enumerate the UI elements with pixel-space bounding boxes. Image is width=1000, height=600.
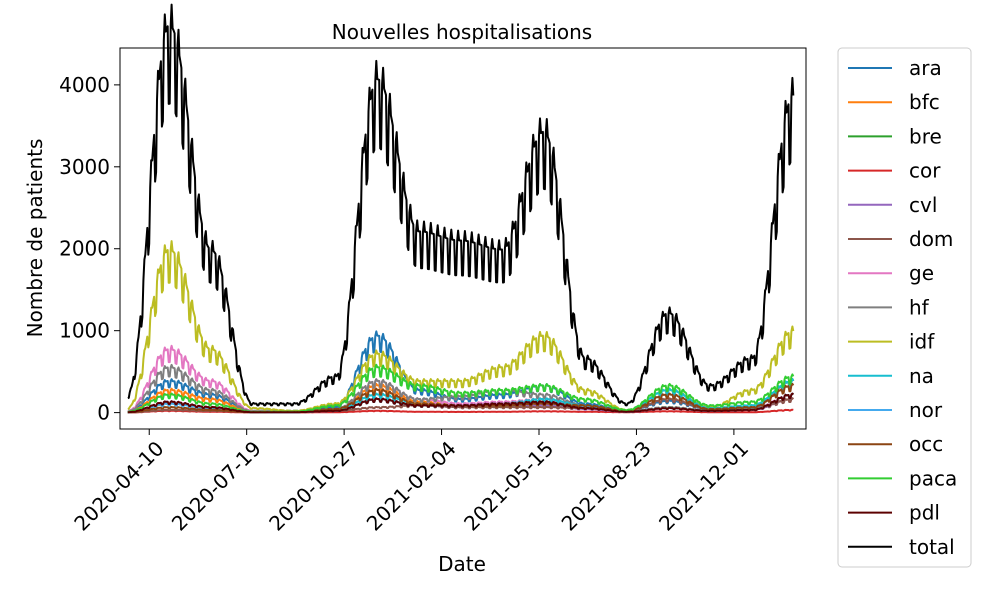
y-axis-label: Nombre de patients (23, 139, 47, 338)
y-tick-label: 1000 (59, 319, 110, 343)
x-tick-label: 2021-02-04 (362, 436, 461, 535)
legend-label-dom: dom (909, 227, 953, 251)
legend-label-cor: cor (909, 159, 941, 183)
x-tick-label: 2021-05-15 (459, 436, 558, 535)
x-tick-label: 2021-12-01 (654, 436, 753, 535)
y-tick-label: 3000 (59, 155, 110, 179)
y-tick-label: 4000 (59, 73, 110, 97)
x-tick-label: 2020-07-19 (167, 436, 266, 535)
legend-box (837, 47, 972, 568)
series-line-total (127, 3, 795, 407)
legend-label-bfc: bfc (909, 90, 940, 114)
x-tick-label: 2020-04-10 (69, 436, 168, 535)
y-tick-label: 0 (97, 401, 110, 425)
y-tick-label: 2000 (59, 237, 110, 261)
legend-label-na: na (909, 364, 934, 388)
legend-label-ara: ara (909, 56, 942, 80)
series-line-pdl (127, 392, 795, 414)
legend-label-idf: idf (909, 330, 935, 354)
series-line-paca (127, 363, 795, 413)
legend-label-nor: nor (909, 398, 943, 422)
legend-label-occ: occ (909, 432, 943, 456)
plot-frame (119, 47, 807, 430)
series-line-idf (127, 240, 795, 413)
plot-area (127, 3, 795, 414)
legend-label-hf: hf (909, 295, 930, 319)
legend-label-ge: ge (909, 261, 934, 285)
legend-label-paca: paca (909, 466, 957, 490)
x-tick-label: 2020-10-27 (264, 436, 363, 535)
legend: ara bfc bre cor cvl dom ge hf idf na nor occ paca pdl… (837, 47, 972, 568)
legend-label-pdl: pdl (909, 501, 940, 525)
chart-title: Nouvelles hospitalisations (332, 20, 592, 44)
x-tick-label: 2021-08-23 (557, 436, 656, 535)
legend-label-bre: bre (909, 124, 942, 148)
y-axis: 0 1000 2000 3000 4000 (59, 73, 120, 425)
legend-label-cvl: cvl (909, 193, 937, 217)
legend-label-total: total (909, 535, 955, 559)
x-axis-label: Date (438, 552, 486, 576)
x-axis: 2020-04-102020-07-192020-10-272021-02-04… (69, 429, 753, 535)
